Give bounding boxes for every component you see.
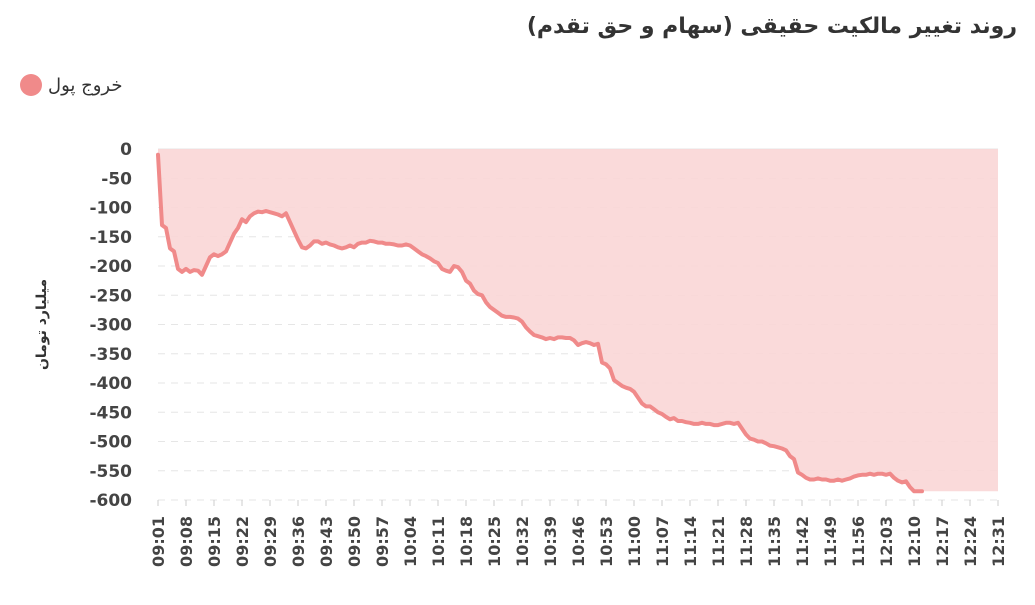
x-tick-label: 10:18 bbox=[457, 516, 476, 567]
x-tick-label: 12:10 bbox=[905, 516, 924, 567]
y-tick-label: -500 bbox=[89, 433, 132, 453]
legend-marker-icon bbox=[20, 74, 42, 96]
x-tick-label: 09:36 bbox=[289, 516, 308, 567]
x-tick-label: 09:08 bbox=[177, 516, 196, 567]
y-tick-label: -600 bbox=[89, 491, 132, 511]
x-tick-label: 11:42 bbox=[793, 516, 812, 567]
x-tick-label: 09:22 bbox=[233, 516, 252, 567]
x-tick-label: 10:53 bbox=[597, 516, 616, 567]
y-tick-label: -250 bbox=[89, 286, 132, 306]
x-tick-label: 09:50 bbox=[345, 516, 364, 567]
x-tick-label: 10:46 bbox=[569, 516, 588, 567]
y-tick-label: -200 bbox=[89, 257, 132, 277]
x-tick-label: 12:17 bbox=[933, 516, 952, 567]
line-layer bbox=[156, 152, 924, 494]
chart-title: روند تغییر مالکیت حقیقی (سهام و حق تقدم) bbox=[526, 14, 1017, 39]
x-tick-label: 11:14 bbox=[681, 516, 700, 567]
area-layer bbox=[158, 149, 998, 492]
x-tick-label: 09:57 bbox=[373, 516, 392, 567]
y-tick-label: -50 bbox=[101, 169, 132, 189]
x-tick-label: 09:43 bbox=[317, 516, 336, 567]
y-tick-label: 0 bbox=[120, 140, 132, 160]
x-tick-label: 09:29 bbox=[261, 516, 280, 567]
y-tick-label: -100 bbox=[89, 199, 132, 219]
x-tick-label: 09:15 bbox=[205, 516, 224, 567]
x-axis-ticks: 09:01 09:08 09:15 09:22 09:29 09:36 09:43 09:50… bbox=[149, 500, 1008, 567]
y-axis-label: میلیارد تومان bbox=[34, 279, 50, 370]
x-tick-label: 11:28 bbox=[737, 516, 756, 567]
y-tick-label: -450 bbox=[89, 403, 132, 423]
y-tick-label: -150 bbox=[89, 228, 132, 248]
y-tick-label: -350 bbox=[89, 345, 132, 365]
x-tick-label: 11:21 bbox=[709, 516, 728, 567]
x-tick-label: 12:03 bbox=[877, 516, 896, 567]
x-tick-label: 11:56 bbox=[849, 516, 868, 567]
y-tick-label: -550 bbox=[89, 462, 132, 482]
x-tick-label: 10:39 bbox=[541, 516, 560, 567]
x-tick-label: 11:49 bbox=[821, 516, 840, 567]
x-tick-label: 11:07 bbox=[653, 516, 672, 567]
y-tick-label: -400 bbox=[89, 374, 132, 394]
series-area-fill bbox=[158, 149, 998, 492]
x-tick-label: 10:32 bbox=[513, 516, 532, 567]
x-tick-label: 12:24 bbox=[961, 516, 980, 567]
y-tick-label: -300 bbox=[89, 316, 132, 336]
x-tick-label: 10:04 bbox=[401, 516, 420, 567]
x-tick-label: 12:31 bbox=[989, 516, 1008, 567]
x-tick-label: 11:00 bbox=[625, 516, 644, 567]
series-line-outflow[interactable] bbox=[156, 152, 924, 494]
x-tick-label: 10:11 bbox=[429, 516, 448, 567]
legend-label: خروج پول bbox=[48, 74, 123, 96]
y-axis-ticks: 0 -50 -100 -150 -200 -250 -300 -350 -400 -450 -500… bbox=[89, 140, 132, 511]
x-tick-label: 09:01 bbox=[149, 516, 168, 567]
x-tick-label: 10:25 bbox=[485, 516, 504, 567]
legend-item-outflow[interactable]: خروج پول bbox=[20, 74, 122, 96]
x-tick-label: 11:35 bbox=[765, 516, 784, 567]
